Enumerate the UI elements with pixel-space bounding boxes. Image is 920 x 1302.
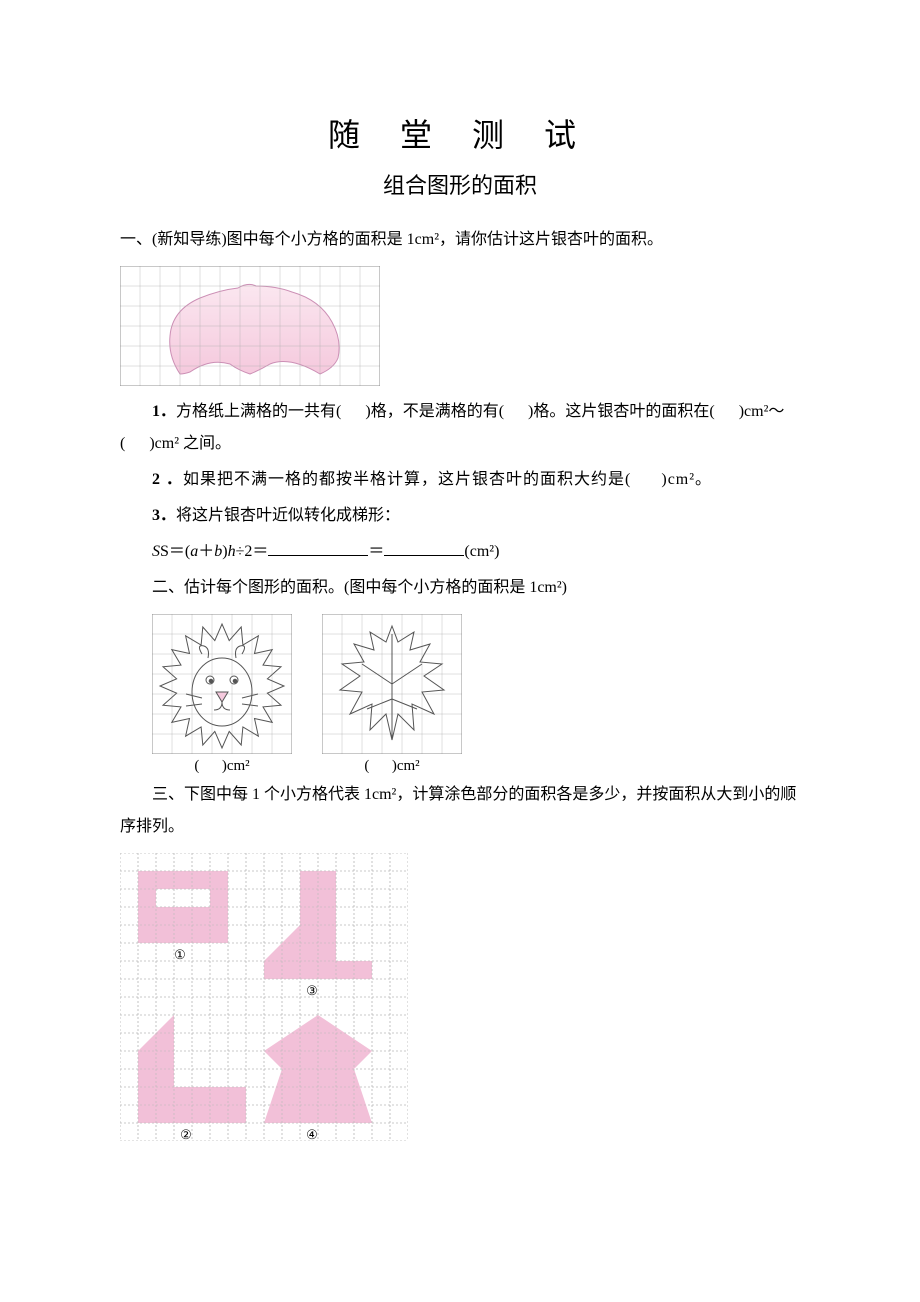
svg-text:④: ④ bbox=[306, 1127, 318, 1141]
q3-symbol-S: S bbox=[152, 543, 160, 560]
q3-blank-2 bbox=[384, 539, 464, 556]
leaf-figure bbox=[120, 266, 380, 386]
maple-caption: ( )cm² bbox=[322, 758, 462, 775]
question-3-formula: SS＝(a＋b)h÷2＝＝(cm²) bbox=[120, 536, 800, 568]
svg-text:③: ③ bbox=[306, 983, 318, 998]
leaf-figure-wrap bbox=[120, 266, 800, 386]
svg-text:②: ② bbox=[180, 1127, 192, 1141]
lion-figure-cell: ( )cm² bbox=[152, 614, 292, 775]
section-1-text: 一、(新知导练)图中每个小方格的面积是 1cm²，请你估计这片银杏叶的面积。 bbox=[120, 231, 663, 248]
maple-figure-cell: ( )cm² bbox=[322, 614, 462, 775]
animal-figures-row: ( )cm² ( )cm² bbox=[152, 614, 800, 775]
q1-text-e: )cm² 之间。 bbox=[149, 435, 231, 452]
q2-number: 2 ． bbox=[152, 471, 183, 488]
maple-cap-a: ( bbox=[364, 758, 369, 774]
q3-blank-1 bbox=[268, 539, 368, 556]
q1-text-a: 方格纸上满格的一共有( bbox=[176, 403, 341, 420]
q3-f-d: (cm²) bbox=[464, 543, 499, 560]
q3-number: 3． bbox=[152, 507, 176, 524]
question-2: 2 ．如果把不满一格的都按半格计算，这片银杏叶的面积大约是( )cm²。 bbox=[120, 464, 800, 496]
page-subtitle: 组合图形的面积 bbox=[120, 168, 800, 200]
lion-cap-a: ( bbox=[194, 758, 199, 774]
page-container: 随 堂 测 试 组合图形的面积 一、(新知导练)图中每个小方格的面积是 1cm²… bbox=[0, 0, 920, 1302]
maple-cap-b: )cm² bbox=[392, 758, 420, 774]
q3-f-a: S＝( bbox=[160, 543, 190, 560]
section-3-text: 三、下图中每 1 个小方格代表 1cm²，计算涂色部分的面积各是多少，并按面积从… bbox=[120, 786, 796, 835]
q2-text-b: )cm²。 bbox=[661, 471, 712, 488]
question-1: 1．方格纸上满格的一共有( )格，不是满格的有( )格。这片银杏叶的面积在( )… bbox=[120, 396, 800, 460]
q1-text-b: )格，不是满格的有( bbox=[365, 403, 504, 420]
q2-text-a: 如果把不满一格的都按半格计算，这片银杏叶的面积大约是( bbox=[183, 471, 631, 488]
shapes-figure-wrap: ① ② ③ ④ bbox=[120, 853, 800, 1141]
q3-f-b: ÷2＝ bbox=[236, 543, 269, 560]
section-2-lead: 二、估计每个图形的面积。(图中每个小方格的面积是 1cm²) bbox=[120, 572, 800, 604]
q3-symbol-h: h bbox=[228, 543, 236, 560]
q3-text-a: 将这片银杏叶近似转化成梯形： bbox=[176, 507, 400, 524]
section-3-lead: 三、下图中每 1 个小方格代表 1cm²，计算涂色部分的面积各是多少，并按面积从… bbox=[120, 779, 800, 843]
page-title: 随 堂 测 试 bbox=[120, 110, 800, 156]
section-2-text: 二、估计每个图形的面积。(图中每个小方格的面积是 1cm²) bbox=[152, 579, 567, 596]
section-1-lead: 一、(新知导练)图中每个小方格的面积是 1cm²，请你估计这片银杏叶的面积。 bbox=[120, 224, 800, 256]
shapes-figure: ① ② ③ ④ bbox=[120, 853, 408, 1141]
question-3: 3．将这片银杏叶近似转化成梯形： bbox=[120, 500, 800, 532]
svg-text:①: ① bbox=[174, 947, 186, 962]
q3-f-c: ＝ bbox=[368, 543, 384, 560]
q3-f-plus: ＋ bbox=[198, 543, 214, 560]
lion-caption: ( )cm² bbox=[152, 758, 292, 775]
q1-number: 1． bbox=[152, 403, 176, 420]
lion-cap-b: )cm² bbox=[222, 758, 250, 774]
lion-figure bbox=[152, 614, 292, 754]
maple-figure bbox=[322, 614, 462, 754]
q1-text-c: )格。这片银杏叶的面积在( bbox=[528, 403, 715, 420]
